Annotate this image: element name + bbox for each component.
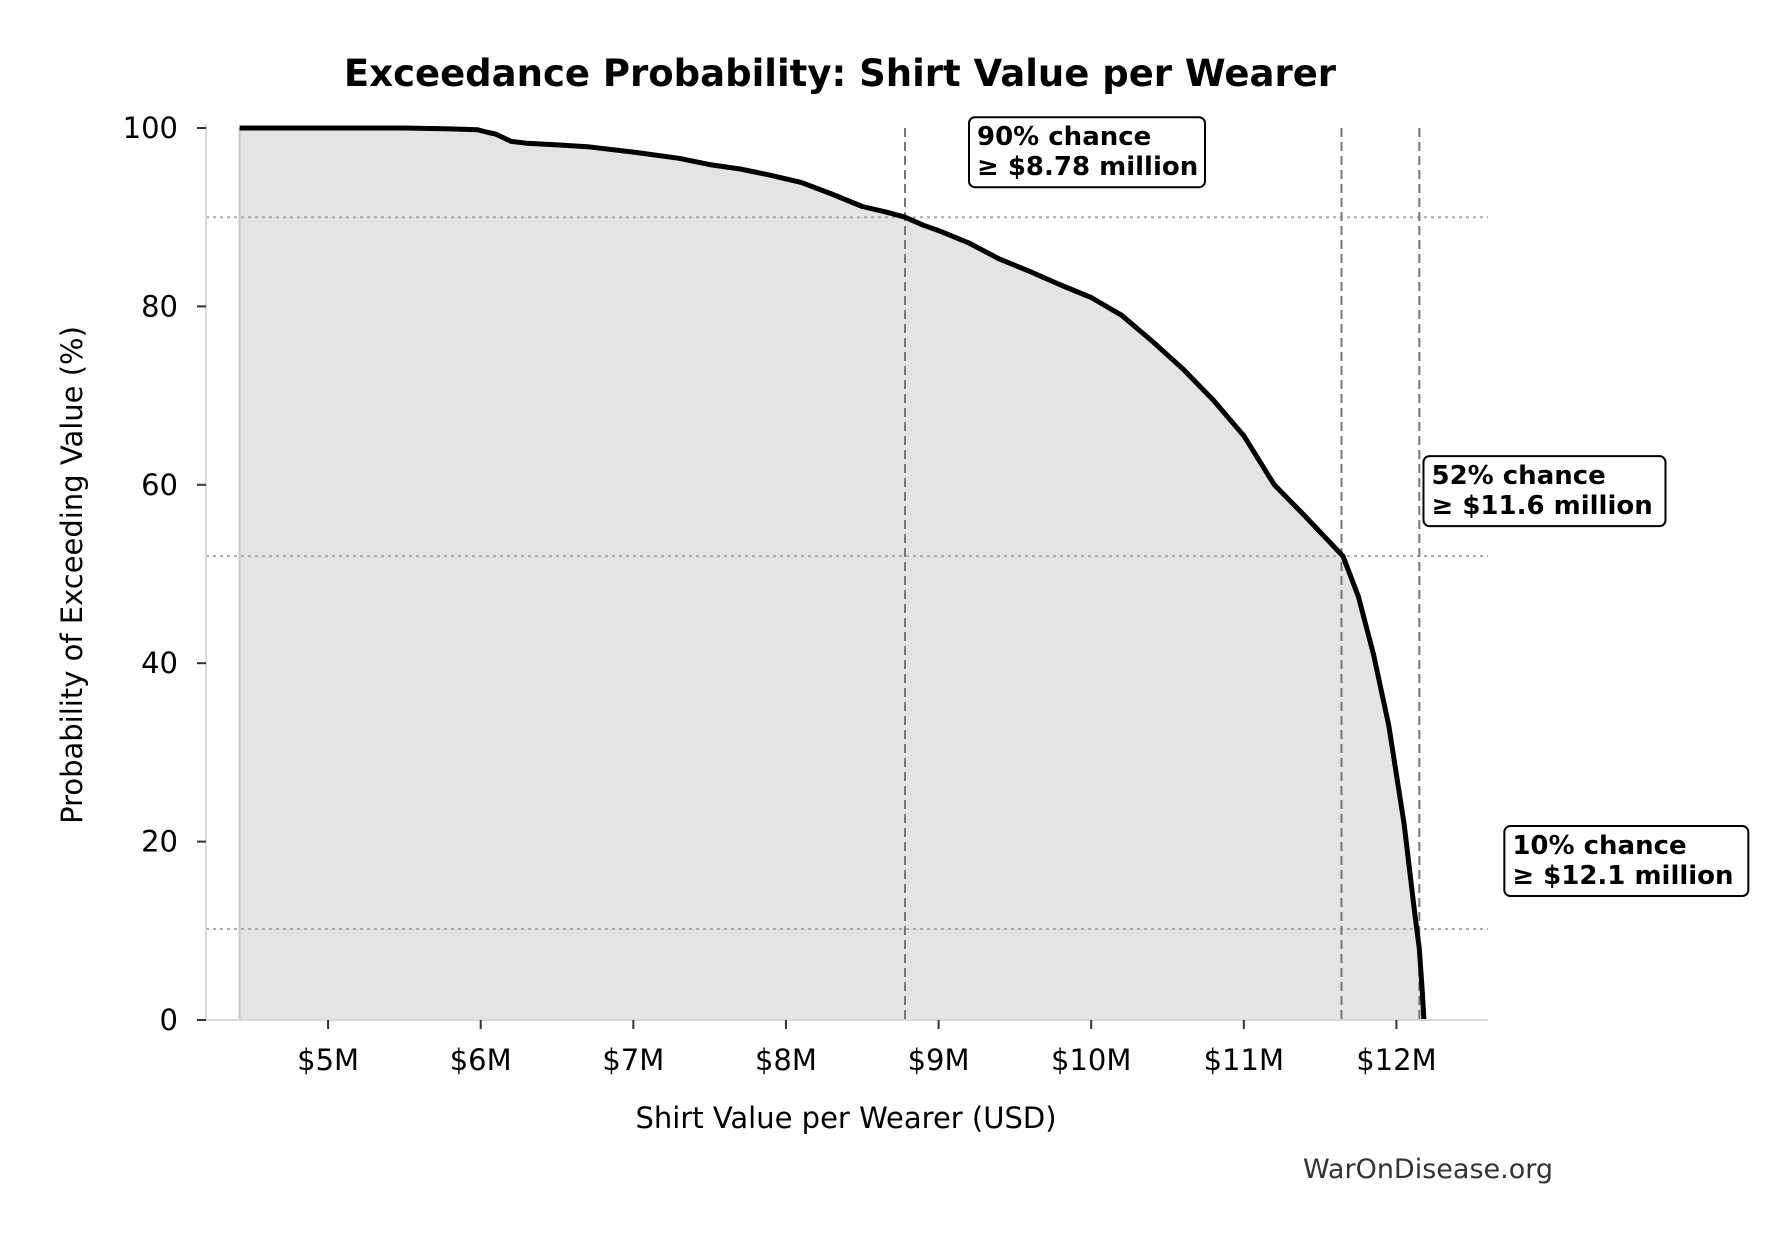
value-reference-lines [903, 128, 1421, 1020]
callout-line-1: 10% chance [1512, 831, 1686, 861]
x-tick-label: $8M [755, 1043, 817, 1077]
x-tick-label: $11M [1204, 1043, 1284, 1077]
callout-line-1: 90% chance [977, 122, 1151, 152]
x-tick-label: $5M [297, 1043, 359, 1077]
callout-box [1422, 455, 1667, 528]
y-axis-label: Probability of Exceeding Value (%) [55, 326, 89, 824]
callout-line-1: 52% chance [1431, 461, 1605, 491]
credit-text: WarOnDisease.org [1303, 1154, 1553, 1185]
callout-box [967, 116, 1206, 189]
y-tick-label: 20 [141, 825, 178, 859]
exceedance-area-fill [239, 128, 1424, 1020]
y-axis-ticks: 0 20 40 60 80 100 [123, 111, 206, 1037]
y-tick-label: 40 [141, 646, 178, 680]
x-tick-label: $9M [908, 1043, 970, 1077]
probability-reference-lines [206, 128, 1488, 1020]
y-tick-label: 60 [141, 468, 178, 502]
percentile-callout: 90% chance≥ $8.78 million [967, 116, 1206, 189]
x-tick-label: $10M [1051, 1043, 1131, 1077]
y-tick-label: 100 [123, 111, 178, 145]
chart-title: Exceedance Probability: Shirt Value per … [344, 52, 1337, 95]
percentile-callouts: 90% chance≥ $8.78 million 52% chance≥ $11… [967, 116, 1750, 898]
plot-area [206, 125, 1488, 1021]
y-tick-label: 80 [141, 289, 178, 323]
callout-line-2: ≥ $11.6 million [1431, 491, 1652, 521]
x-tick-label: $6M [450, 1043, 512, 1077]
x-axis-ticks: $5M $6M $7M $8M $9M $10M $11M $12M [297, 1020, 1437, 1077]
percentile-callout: 10% chance≥ $12.1 million [1503, 825, 1750, 898]
exceedance-curve [239, 125, 1427, 1021]
callout-line-2: ≥ $8.78 million [977, 152, 1198, 182]
x-axis-label: Shirt Value per Wearer (USD) [635, 1101, 1056, 1135]
x-tick-label: $12M [1356, 1043, 1436, 1077]
percentile-callout: 52% chance≥ $11.6 million [1422, 455, 1667, 528]
callout-box [1503, 825, 1750, 898]
callout-line-2: ≥ $12.1 million [1512, 861, 1733, 891]
y-tick-label: 0 [160, 1003, 178, 1037]
x-tick-label: $7M [602, 1043, 664, 1077]
